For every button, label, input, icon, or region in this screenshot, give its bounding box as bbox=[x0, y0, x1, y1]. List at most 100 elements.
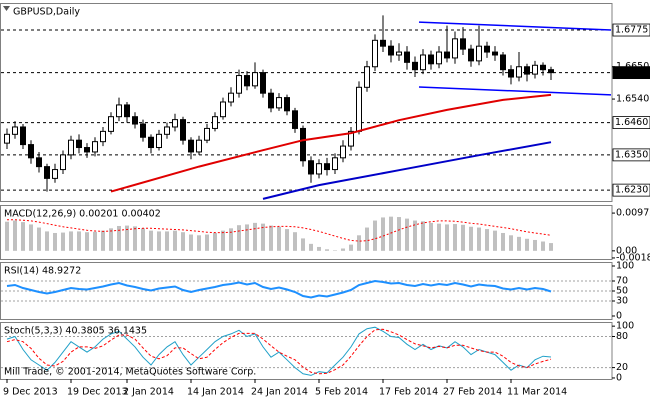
candle-body bbox=[180, 119, 186, 141]
candle-body bbox=[44, 166, 50, 179]
macd-bar bbox=[5, 221, 9, 251]
macd-bar bbox=[525, 238, 529, 251]
y-tick-label: -0.00183 bbox=[616, 252, 650, 263]
y-tick-label: 30 bbox=[616, 296, 628, 307]
macd-bar bbox=[317, 246, 321, 251]
macd-bar bbox=[141, 228, 145, 251]
candle-body bbox=[132, 116, 138, 125]
level-label: 1.6460 bbox=[615, 117, 648, 128]
candle-body bbox=[500, 54, 506, 71]
candle-body bbox=[188, 139, 194, 153]
panel-title: RSI(14) 48.9272 bbox=[4, 266, 81, 277]
candle-body bbox=[268, 92, 274, 109]
level-box bbox=[612, 23, 650, 37]
candle-body bbox=[76, 139, 82, 149]
macd-bar bbox=[413, 220, 417, 251]
macd-bar bbox=[389, 216, 393, 251]
macd-bar bbox=[269, 225, 273, 251]
candle-body bbox=[420, 54, 426, 71]
macd-bar bbox=[205, 234, 209, 251]
moving-average bbox=[262, 141, 552, 200]
moving-average bbox=[110, 93, 552, 193]
candle-body bbox=[292, 110, 298, 129]
x-tick-label: 14 Jan 2014 bbox=[187, 387, 244, 398]
candle-body bbox=[28, 144, 34, 159]
level-box bbox=[612, 116, 650, 129]
macd-bar bbox=[445, 224, 449, 251]
candle-body bbox=[364, 66, 370, 88]
candle-body bbox=[308, 160, 314, 175]
candle-body bbox=[372, 39, 378, 68]
macd-bar bbox=[157, 231, 161, 251]
macd-bar bbox=[293, 232, 297, 251]
candle-body bbox=[4, 133, 10, 144]
candle-body bbox=[452, 38, 458, 59]
candle-body bbox=[508, 69, 514, 78]
candle-body bbox=[108, 116, 114, 132]
macd-bar bbox=[125, 225, 129, 251]
candle-body bbox=[324, 163, 330, 171]
macd-bar bbox=[245, 224, 249, 251]
macd-bar bbox=[189, 234, 193, 251]
x-tick-label: 9 Dec 2013 bbox=[3, 387, 58, 398]
x-tick-label: 5 Feb 2014 bbox=[315, 387, 368, 398]
candle-body bbox=[284, 97, 290, 112]
candle-body bbox=[20, 126, 26, 146]
candle-body bbox=[524, 66, 530, 75]
macd-bar bbox=[397, 217, 401, 251]
macd-bar bbox=[61, 232, 65, 251]
macd-bar bbox=[533, 239, 537, 251]
candle-body bbox=[316, 163, 322, 175]
candle-body bbox=[236, 75, 242, 94]
candle-body bbox=[92, 141, 98, 153]
candle-body bbox=[140, 123, 146, 138]
y-tick-label: 0 bbox=[616, 372, 622, 383]
macd-bar bbox=[85, 232, 89, 251]
x-tick-label: 27 Feb 2014 bbox=[443, 387, 502, 398]
x-tick-label: 24 Jan 2014 bbox=[251, 387, 308, 398]
trendline bbox=[418, 21, 612, 31]
macd-bar bbox=[253, 222, 257, 251]
macd-bar bbox=[421, 221, 425, 251]
candle-body bbox=[212, 116, 218, 129]
candle-body bbox=[204, 127, 210, 141]
macd-bar bbox=[37, 227, 41, 251]
candle-body bbox=[84, 147, 90, 153]
macd-bar bbox=[341, 248, 345, 251]
macd-bar bbox=[133, 226, 137, 251]
macd-bar bbox=[181, 232, 185, 251]
candle-body bbox=[484, 45, 490, 53]
candle-body bbox=[164, 126, 170, 135]
macd-bar bbox=[53, 232, 57, 251]
copyright: Mill Trade, © 2001-2014, MetaQuotes Soft… bbox=[4, 367, 256, 378]
level-box bbox=[612, 183, 650, 197]
macd-bar bbox=[381, 217, 385, 251]
candle-body bbox=[332, 157, 338, 171]
macd-bar bbox=[373, 220, 377, 251]
candle-body bbox=[340, 145, 346, 159]
x-tick-label: 17 Feb 2014 bbox=[379, 387, 438, 398]
candle-body bbox=[124, 104, 130, 118]
x-tick-label: 19 Dec 2013 bbox=[67, 387, 128, 398]
candle-body bbox=[172, 119, 178, 128]
candle-body bbox=[220, 101, 226, 118]
macd-bar bbox=[333, 250, 337, 251]
candle-body bbox=[156, 133, 162, 149]
signal-line bbox=[7, 219, 552, 242]
level-box bbox=[612, 148, 650, 162]
macd-bar bbox=[117, 225, 121, 251]
macd-bar bbox=[237, 225, 241, 251]
macd-bar bbox=[93, 231, 97, 251]
macd-bar bbox=[149, 230, 153, 251]
macd-bar bbox=[221, 230, 225, 251]
candle-body bbox=[396, 51, 402, 56]
macd-bar bbox=[45, 231, 49, 251]
macd-bar bbox=[77, 231, 81, 251]
macd-bar bbox=[325, 249, 329, 251]
candle-body bbox=[412, 61, 418, 71]
x-tick-label: 2 Jan 2014 bbox=[123, 387, 174, 398]
candle-body bbox=[468, 48, 474, 62]
macd-bar bbox=[349, 244, 353, 251]
